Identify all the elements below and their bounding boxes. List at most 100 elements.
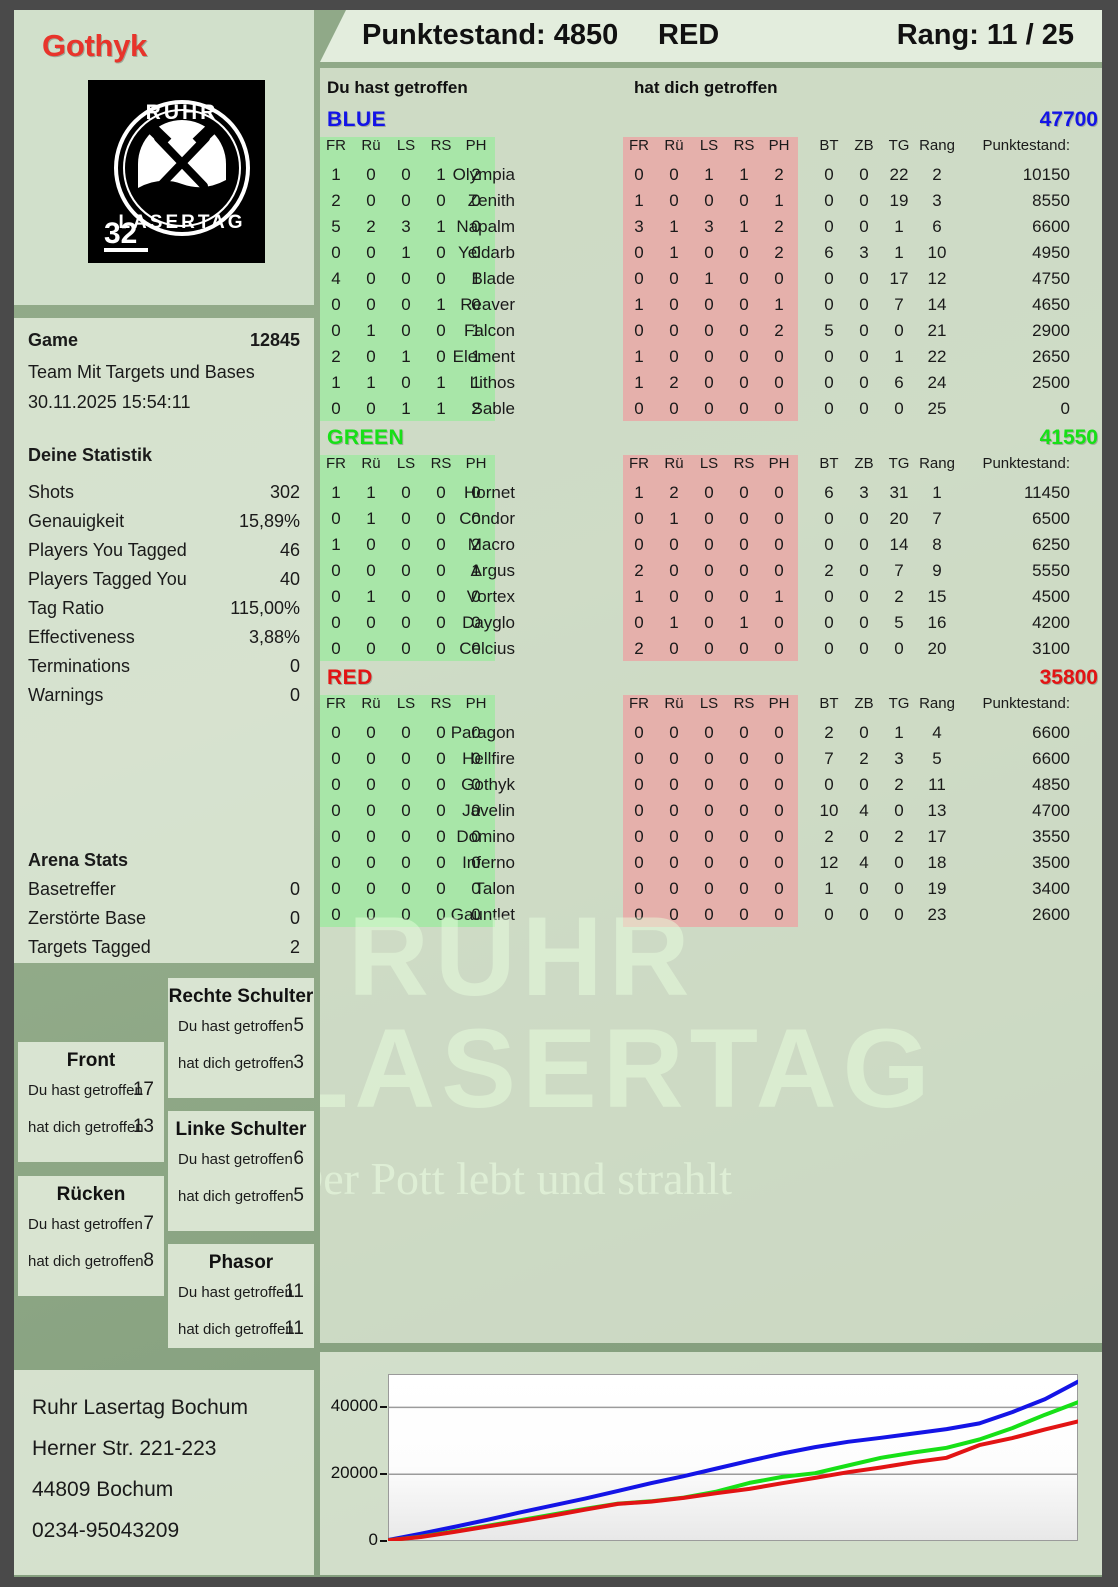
cell-hit-you: 3 [704,217,714,236]
cell-you-hit: 1 [471,321,481,340]
cell-you-hit: 0 [401,509,411,528]
cell-bt: 2 [824,561,834,580]
cell-you-hit: 0 [366,295,376,314]
cell-punktestand: 4650 [1032,295,1070,314]
cell-hit-you: 1 [634,191,644,210]
cell-hit-you: 2 [634,639,644,658]
cell-you-hit: 1 [366,373,376,392]
cell-hit-you: 0 [634,269,644,288]
cell-bt: 0 [824,535,834,554]
cell-hit-you: 1 [704,269,714,288]
cell-hit-you: 1 [739,217,749,236]
cell-you-hit: 0 [436,749,446,768]
cell-you-hit: 0 [471,191,481,210]
cell-bt: 0 [824,347,834,366]
cell-you-hit: 0 [471,217,481,236]
cell-bt: 0 [824,587,834,606]
cell-hit-you: 0 [669,827,679,846]
hitbox-hit-you-label: hat dich getroffen [178,1188,294,1205]
game-label: Game [28,330,79,350]
cell-hit-you: 0 [704,749,714,768]
cell-punktestand: 3100 [1032,639,1070,658]
cell-you-hit: 0 [401,801,411,820]
cell-hit-you: 2 [634,561,644,580]
cell-tg: 3 [894,749,904,768]
col-header-zb: ZB [854,137,874,154]
hitbox-panel: Rücken Du hast getroffen 7 hat dich getr… [18,1176,164,1296]
col-header-you-rs: RS [430,455,452,472]
player-name: Lithos [469,373,515,392]
cell-tg: 0 [894,905,904,924]
cell-hit-you: 0 [669,165,679,184]
cell-hit-you: 0 [739,801,749,820]
cell-you-hit: 1 [366,587,376,606]
cell-you-hit: 0 [331,321,341,340]
cell-punktestand: 2650 [1032,347,1070,366]
cell-hit-you: 0 [704,509,714,528]
team-name-blue: BLUE [327,108,387,131]
cell-bt: 0 [824,165,834,184]
cell-you-hit: 0 [401,535,411,554]
player-name: Napalm [456,217,515,236]
cell-hit-you: 0 [739,321,749,340]
cell-zb: 0 [859,399,869,418]
cell-tg: 0 [894,639,904,658]
cell-punktestand: 6500 [1032,509,1070,528]
cell-punktestand: 2900 [1032,321,1070,340]
cell-bt: 0 [824,269,834,288]
cell-bt: 0 [824,905,834,924]
team-name-red: RED [327,666,373,689]
cell-you-hit: 1 [436,295,446,314]
cell-tg: 22 [889,165,909,184]
cell-you-hit: 0 [401,613,411,632]
cell-you-hit: 2 [331,191,341,210]
hitbox-you-hit-label: Du hast getroffen [178,1284,293,1301]
cell-you-hit: 1 [471,269,481,288]
cell-you-hit: 0 [401,191,411,210]
cell-hit-you: 0 [704,295,714,314]
stat-value: 15,89% [238,511,300,531]
cell-hit-you: 0 [739,399,749,418]
cell-hit-you: 1 [739,613,749,632]
cell-you-hit: 2 [331,347,341,366]
cell-hit-you: 0 [774,827,784,846]
cell-you-hit: 0 [366,853,376,872]
stat-value: 0 [289,656,300,676]
player-name: Element [452,347,515,366]
cell-punktestand: 2500 [1032,373,1070,392]
col-header-punktestand: Punktestand: [982,137,1070,154]
col-header-them-rü: Rü [664,695,684,712]
cell-you-hit: 0 [401,853,411,872]
col-header-you-rs: RS [430,695,452,712]
cell-hit-you: 0 [739,561,749,580]
col-header-you-fr: FR [326,455,346,472]
cell-punktestand: 11450 [1023,483,1070,502]
cell-you-hit: 0 [436,853,446,872]
cell-hit-you: 0 [669,879,679,898]
player-name: Inferno [462,853,515,872]
cell-bt: 1 [824,879,834,898]
hitbox-you-hit-label: Du hast getroffen [28,1082,143,1099]
cell-hit-you: 2 [669,483,679,502]
cell-tg: 6 [894,373,904,392]
cell-you-hit: 0 [331,775,341,794]
cell-you-hit: 0 [436,321,446,340]
hitbox-you-hit-label: Du hast getroffen [28,1216,143,1233]
cell-rang: 13 [927,801,947,820]
cell-bt: 0 [824,217,834,236]
cell-punktestand: 3400 [1032,879,1070,898]
cell-hit-you: 0 [739,269,749,288]
cell-you-hit: 0 [436,587,446,606]
frame-top [0,0,1118,10]
cell-you-hit: 2 [471,399,481,418]
hitbox-you-hit-value: 5 [293,1015,304,1036]
col-header-tg: TG [888,137,910,154]
cell-tg: 14 [889,535,909,554]
team-total-blue: 47700 [1039,108,1098,131]
stat-label: Warnings [28,685,104,705]
player-name: Dayglo [462,613,515,632]
cell-you-hit: 2 [471,165,481,184]
cell-hit-you: 0 [774,853,784,872]
arena-stat-label: Basetreffer [28,879,116,899]
cell-you-hit: 0 [436,775,446,794]
